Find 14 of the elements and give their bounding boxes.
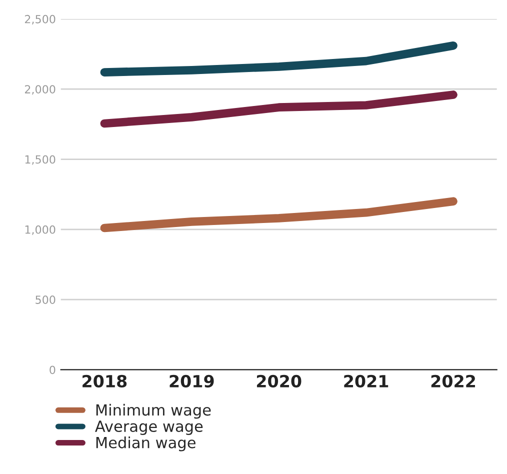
y-tick-label: 2,000 [24, 85, 56, 95]
y-tick-label: 500 [36, 296, 56, 304]
y-tick-label: 1,500 [25, 155, 56, 165]
y-tick-label: 2,500 [24, 14, 56, 24]
x-tick-label: 2021 [344, 374, 388, 388]
y-tick-label: 1,000 [25, 225, 56, 235]
legend-label: Median wage [96, 436, 196, 452]
x-tick-label: 2018 [82, 374, 127, 388]
x-tick-label: 2020 [256, 374, 302, 388]
legend-label: Minimum wage [96, 404, 211, 419]
x-tick-label: 2022 [431, 374, 476, 388]
y-tick-label: 0 [50, 366, 56, 374]
legend-label: Average wage [95, 420, 203, 435]
x-tick-label: 2019 [170, 374, 214, 388]
